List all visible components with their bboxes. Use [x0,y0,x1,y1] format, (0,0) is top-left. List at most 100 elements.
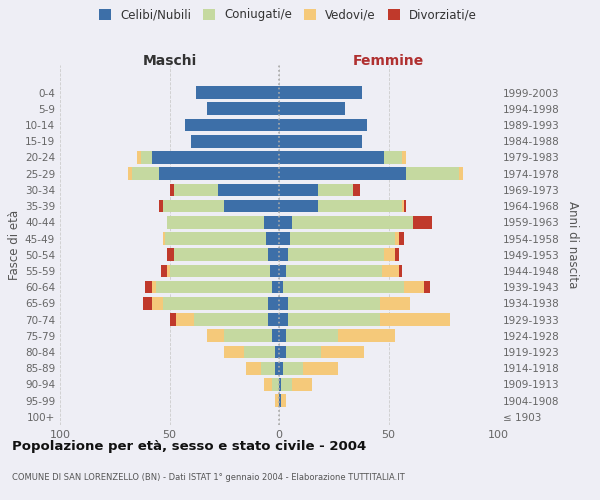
Bar [224,200,279,212]
Bar [279,216,292,228]
Bar [266,232,279,245]
Bar [157,281,272,293]
Bar [382,264,400,278]
Bar [404,200,406,212]
Bar [176,314,194,326]
Bar [288,297,380,310]
Bar [320,346,364,358]
Bar [380,297,410,310]
Bar [279,297,288,310]
Bar [152,297,163,310]
Bar [163,297,268,310]
Bar [338,330,395,342]
Bar [286,346,320,358]
Bar [218,184,279,196]
Bar [185,118,279,132]
Bar [458,168,463,180]
Bar [279,248,288,261]
Bar [279,86,362,99]
Bar [174,248,268,261]
Bar [272,281,279,293]
Y-axis label: Anni di nascita: Anni di nascita [566,202,579,288]
Bar [207,330,224,342]
Bar [279,314,288,326]
Bar [196,86,279,99]
Bar [270,264,279,278]
Bar [191,135,279,147]
Bar [395,248,400,261]
Bar [224,330,272,342]
Bar [262,362,275,374]
Bar [406,168,458,180]
Bar [170,314,176,326]
Text: Maschi: Maschi [142,54,197,68]
Bar [279,151,384,164]
Text: Popolazione per età, sesso e stato civile - 2004: Popolazione per età, sesso e stato civil… [12,440,366,453]
Bar [288,248,384,261]
Bar [413,216,432,228]
Bar [275,362,279,374]
Legend: Celibi/Nubili, Coniugati/e, Vedovi/e, Divorziati/e: Celibi/Nubili, Coniugati/e, Vedovi/e, Di… [99,8,477,22]
Bar [288,314,380,326]
Bar [279,232,290,245]
Bar [319,184,353,196]
Bar [143,297,152,310]
Text: Femmine: Femmine [353,54,424,68]
Bar [152,281,157,293]
Bar [152,151,279,164]
Bar [279,394,281,407]
Bar [158,200,163,212]
Bar [272,378,279,391]
Bar [279,135,362,147]
Bar [268,297,279,310]
Bar [292,378,312,391]
Bar [303,362,338,374]
Bar [194,314,268,326]
Bar [128,168,132,180]
Bar [279,168,406,180]
Bar [401,151,406,164]
Bar [319,200,401,212]
Bar [395,232,400,245]
Bar [281,394,286,407]
Bar [400,264,401,278]
Bar [279,378,281,391]
Bar [384,248,395,261]
Bar [424,281,430,293]
Bar [279,184,319,196]
Y-axis label: Fasce di età: Fasce di età [8,210,21,280]
Bar [292,216,413,228]
Bar [224,346,244,358]
Bar [279,346,286,358]
Bar [268,314,279,326]
Bar [401,200,404,212]
Bar [167,264,170,278]
Bar [246,362,262,374]
Bar [281,378,292,391]
Bar [207,102,279,115]
Text: COMUNE DI SAN LORENZELLO (BN) - Dati ISTAT 1° gennaio 2004 - Elaborazione TUTTIT: COMUNE DI SAN LORENZELLO (BN) - Dati IST… [12,472,405,482]
Bar [158,168,279,180]
Bar [170,264,270,278]
Bar [268,248,279,261]
Bar [137,151,141,164]
Bar [279,330,286,342]
Bar [244,346,275,358]
Bar [283,281,404,293]
Bar [353,184,360,196]
Bar [286,330,338,342]
Bar [163,232,165,245]
Bar [279,118,367,132]
Bar [380,314,450,326]
Bar [404,281,424,293]
Bar [279,264,286,278]
Bar [167,248,174,261]
Bar [165,232,266,245]
Bar [279,281,283,293]
Bar [141,151,152,164]
Bar [290,232,395,245]
Bar [263,378,272,391]
Bar [286,264,382,278]
Bar [132,168,158,180]
Bar [275,346,279,358]
